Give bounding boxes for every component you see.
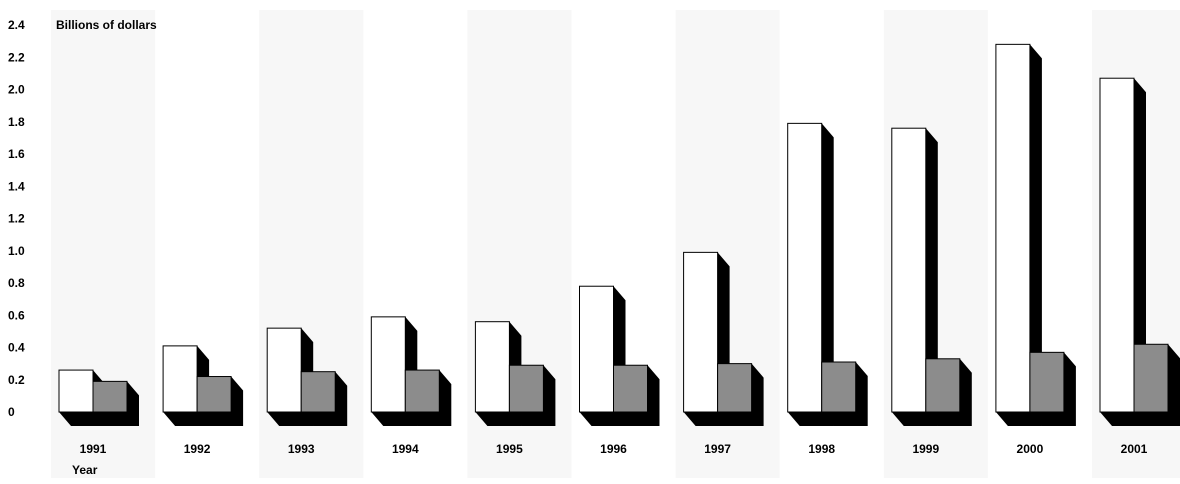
- bar-series1: [787, 122, 834, 427]
- bar-series2: [300, 371, 348, 426]
- y-tick-label: 1.2: [8, 212, 25, 226]
- x-tick-label: 2000: [1017, 442, 1044, 456]
- y-tick-label: 0.6: [8, 308, 25, 322]
- bar-series1: [1099, 77, 1146, 427]
- y-tick-label: 0.8: [8, 276, 25, 290]
- x-tick-label: 1999: [912, 442, 939, 456]
- x-tick-label: 1995: [496, 442, 523, 456]
- bar-face: [579, 285, 614, 413]
- x-tick-label: 1991: [80, 442, 107, 456]
- y-tick-label: 1.4: [8, 179, 25, 193]
- x-tick-label: 1992: [184, 442, 211, 456]
- bars: [58, 43, 1180, 427]
- bar-face: [508, 364, 544, 413]
- y-tick-label: 0.2: [8, 373, 25, 387]
- bar-face: [821, 361, 857, 413]
- bar-face: [1099, 77, 1135, 413]
- bar-series2: [196, 376, 244, 426]
- y-tick-label: 1.6: [8, 147, 25, 161]
- bar-face: [58, 369, 94, 413]
- x-axis-ticks: 1991 1992 1993 1994 1995 1996 1997 1998 1999 2000…: [80, 442, 1148, 456]
- bar-face: [683, 251, 719, 413]
- bar-face: [925, 358, 961, 413]
- bar-face: [266, 327, 302, 413]
- bar-face: [613, 364, 648, 413]
- bar-face: [891, 127, 927, 413]
- y-tick-label: 0: [8, 405, 15, 419]
- bar-face: [474, 321, 510, 413]
- x-tick-label: 1994: [392, 442, 419, 456]
- bar-series1: [891, 127, 938, 426]
- bar-face: [300, 371, 336, 413]
- bar-face: [1029, 351, 1065, 413]
- bar-series2: [1029, 351, 1076, 426]
- bar-face: [196, 376, 232, 413]
- bar-series1: [995, 43, 1042, 426]
- x-tick-label: 1998: [808, 442, 835, 456]
- bar-face: [162, 345, 198, 413]
- bar-series2: [92, 380, 139, 426]
- y-axis-title: Billions of dollars: [56, 18, 157, 32]
- bar-face: [92, 380, 128, 413]
- bar-series2: [613, 364, 660, 426]
- y-tick-label: 2.0: [8, 83, 25, 97]
- bar-face: [370, 316, 406, 413]
- y-tick-label: 2.4: [8, 18, 25, 32]
- y-axis-ticks: 0 0.2 0.4 0.6 0.8 1.0 1.2 1.4 1.6 1.8 2.0 2.2 2.4: [8, 18, 25, 419]
- bar-face: [717, 363, 753, 413]
- x-tick-label: 1993: [288, 442, 315, 456]
- bar-face: [404, 369, 440, 413]
- bar-face: [995, 43, 1031, 413]
- y-tick-label: 0.4: [8, 341, 25, 355]
- bar-series2: [508, 364, 556, 426]
- y-tick-label: 1.8: [8, 115, 25, 129]
- bar-series2: [717, 363, 764, 426]
- y-tick-label: 2.2: [8, 50, 25, 64]
- bar-series2: [821, 361, 868, 426]
- bar-series2: [1133, 343, 1180, 426]
- bar-series2: [404, 369, 452, 426]
- x-tick-label: 2001: [1121, 442, 1148, 456]
- x-tick-label: 1996: [600, 442, 627, 456]
- bar-series2: [925, 358, 972, 426]
- bar-face: [787, 122, 823, 413]
- x-tick-label: 1997: [704, 442, 731, 456]
- bar-face: [1133, 343, 1169, 413]
- y-tick-label: 1.0: [8, 244, 25, 258]
- x-axis-title: Year: [72, 463, 98, 477]
